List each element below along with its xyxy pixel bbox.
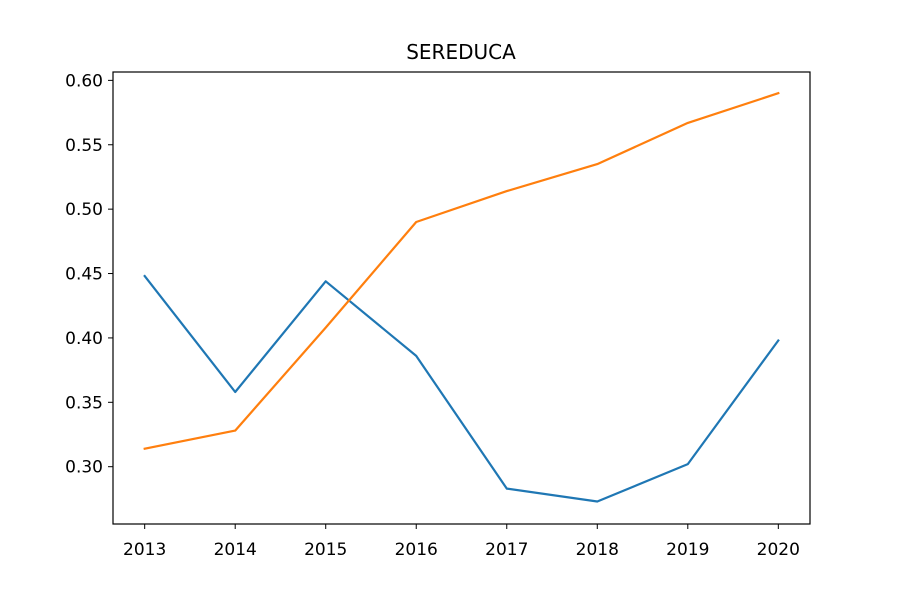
y-tick-label: 0.45: [65, 265, 103, 285]
y-axis: 0.30 0.35 0.40 0.45 0.50 0.55 0.60: [65, 71, 113, 478]
x-tick-label: 2017: [485, 540, 528, 560]
plot-area: [112, 71, 811, 525]
series-line-1: [143, 274, 780, 503]
x-tick-label: 2020: [757, 540, 800, 560]
y-tick-label: 0.35: [65, 393, 103, 413]
x-tick-label: 2016: [395, 540, 438, 560]
plot-frame: [112, 71, 811, 525]
y-tick-label: 0.50: [65, 200, 103, 220]
x-axis: 2013 2014 2015 2016 2017 2018 2019 2020: [123, 524, 800, 560]
x-tick-label: 2019: [666, 540, 709, 560]
y-tick-label: 0.60: [65, 71, 103, 91]
y-tick-label: 0.55: [65, 136, 103, 156]
x-tick-label: 2013: [123, 540, 166, 560]
series-layer: [143, 91, 780, 503]
chart-title: SEREDUCA: [406, 40, 516, 64]
series-line-2: [143, 91, 780, 450]
y-tick-label: 0.40: [65, 329, 103, 349]
x-tick-label: 2014: [214, 540, 257, 560]
y-tick-label: 0.30: [65, 458, 103, 478]
x-tick-label: 2018: [576, 540, 619, 560]
x-tick-label: 2015: [304, 540, 347, 560]
